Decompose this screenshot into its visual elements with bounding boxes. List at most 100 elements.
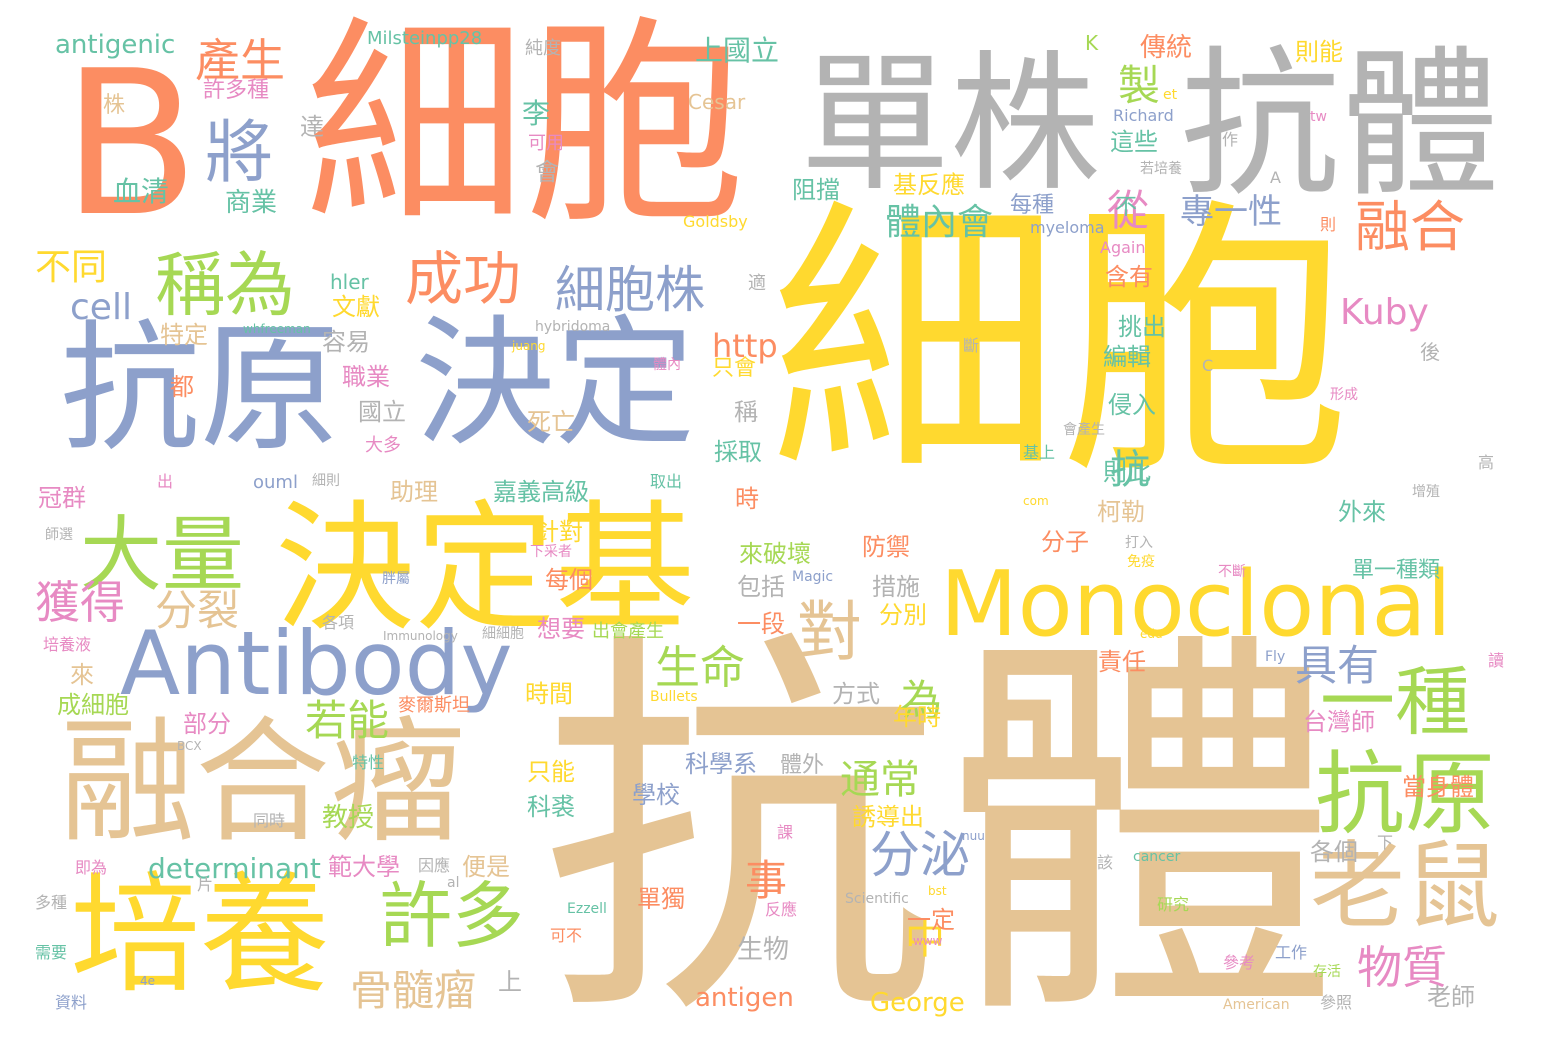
word-kang-yuan-blue: 抗原 xyxy=(60,308,341,471)
word-zhi-neng: 只能 xyxy=(527,758,575,786)
word-scientific: Scientific xyxy=(845,891,909,907)
word-te-xing: 特性 xyxy=(352,753,385,772)
word-zhuan-yi-xing: 專一性 xyxy=(1180,192,1282,232)
word-zeng-zhi: 增殖 xyxy=(1412,484,1440,500)
word-a: A xyxy=(1270,168,1281,187)
word-jiang: 將 xyxy=(205,114,274,193)
word-gu-sui-liu: 骨髓瘤 xyxy=(350,966,477,1015)
word-zi-liao: 資料 xyxy=(55,993,88,1012)
word-shang: 上 xyxy=(498,968,522,996)
word-hybridoma: hybridoma xyxy=(535,319,611,335)
word-zhen-dui: 針對 xyxy=(535,518,583,546)
word-yi-ding: 一定 xyxy=(907,906,955,934)
word-fen-mi: 分泌 xyxy=(870,826,970,884)
word-hui-chan-sheng: 會產生 xyxy=(1063,422,1105,438)
word-qin-ru: 侵入 xyxy=(1108,391,1156,419)
word-gai: 該 xyxy=(1097,853,1114,872)
word-lao-shi: 老師 xyxy=(1427,983,1475,1011)
word-zhi: 製 xyxy=(1118,61,1161,110)
word-ti-nei: 體內 xyxy=(653,357,681,373)
word-da-duo: 大多 xyxy=(365,435,401,456)
word-wu-zhi: 物質 xyxy=(1357,941,1448,994)
word-xu-duo: 許多 xyxy=(380,874,525,958)
word-cong: 從 xyxy=(1107,186,1150,235)
word-bcx: BCX xyxy=(177,739,202,753)
word-duan: 斷 xyxy=(963,336,980,355)
word-guan-qun: 冠群 xyxy=(38,484,86,512)
word-www: www xyxy=(913,934,943,948)
word-xu-yao: 需要 xyxy=(35,943,68,962)
word-cancer: cancer xyxy=(1133,849,1181,865)
word-al: al xyxy=(447,875,460,891)
word-ezzell: Ezzell xyxy=(567,901,607,917)
word-mei-ge: 每個 xyxy=(545,566,593,594)
word-gao: 高 xyxy=(1478,453,1495,472)
word-can-zhao: 參照 xyxy=(1320,993,1353,1012)
word-zhu-li: 助理 xyxy=(390,478,438,506)
word-4e: 4e xyxy=(140,974,156,988)
word-cheng-wei: 稱為 xyxy=(155,244,295,326)
word-ke-xue-xi: 科學系 xyxy=(685,750,757,778)
word-ti-wai: 體外 xyxy=(780,753,825,778)
word-zhong: 中 xyxy=(905,917,945,963)
word-pei-yang: 培養 xyxy=(70,859,331,1011)
word-ji-fan-ying: 基反應 xyxy=(893,171,965,199)
word-goldsby: Goldsby xyxy=(683,212,748,231)
word-tong-shi: 同時 xyxy=(253,811,286,830)
word-tai-wan-shi: 台灣師 xyxy=(1303,708,1375,736)
word-shi-time: 時 xyxy=(735,485,759,513)
word-you-dao-chu: 誘導出 xyxy=(852,803,924,831)
word-edu: edu xyxy=(1140,627,1163,641)
word-bu-duan: 不斷 xyxy=(1218,564,1246,580)
word-dan-yi-zhong-lei: 單一種類 xyxy=(1352,558,1441,583)
word-jia-yi-gao-ji: 嘉義高級 xyxy=(493,478,589,506)
word-ji-shang: 基上 xyxy=(1023,443,1056,462)
word-fen-bie: 分別 xyxy=(879,601,927,629)
word-ze-neng: 則能 xyxy=(1295,38,1343,66)
word-xue-xiao: 學校 xyxy=(632,781,680,809)
word-shi-xuan: 師選 xyxy=(45,527,73,543)
word-kuby: Kuby xyxy=(1340,292,1429,333)
word-ze-ci: 則此 xyxy=(1103,458,1151,486)
word-cai-qu: 採取 xyxy=(714,438,762,466)
word-shi-fit: 適 xyxy=(748,273,766,294)
word-da-liang: 大量 xyxy=(80,508,245,603)
word-ouml: ouml xyxy=(253,472,298,493)
word-huo-de: 獲得 xyxy=(35,576,126,629)
word-chu-hui-chan-sheng: 出會產生 xyxy=(592,621,664,642)
word-kang-ti-gray: 抗體 xyxy=(1180,31,1501,218)
word-american: American xyxy=(1223,997,1290,1013)
word-shi-jian: 時間 xyxy=(525,680,573,708)
word-hler: hler xyxy=(330,270,369,294)
word-xi-bao-zhu: 細胞株 xyxy=(555,261,705,319)
word-determinant: determinant xyxy=(148,852,321,885)
word-fen-zi: 分子 xyxy=(1041,528,1089,556)
word-ke-yong: 可用 xyxy=(528,133,564,154)
word-ke-bu: 可不 xyxy=(550,926,583,945)
word-ju-you: 具有 xyxy=(1295,641,1380,690)
word-magic: Magic xyxy=(792,569,834,585)
word-kang: 抗 xyxy=(1110,447,1150,493)
word-cheng: 稱 xyxy=(734,398,758,426)
word-shang-ye: 商業 xyxy=(225,188,278,218)
word-juang: juang xyxy=(512,339,546,353)
word-du: 讀 xyxy=(1488,651,1505,670)
word-yi-duan: 一段 xyxy=(737,610,785,638)
word-tw: tw xyxy=(1310,109,1327,125)
word-dan-du: 單獨 xyxy=(637,885,685,913)
word-bullets: Bullets xyxy=(650,689,698,705)
word-yan-jiu: 研究 xyxy=(1157,895,1190,914)
word-lao-shu: 老鼠 xyxy=(1310,832,1501,942)
word-rong-he-liu: 融合瘤 xyxy=(60,704,465,861)
word-da: 達 xyxy=(300,113,324,141)
word-nuu: nuu xyxy=(962,829,985,843)
word-sheng-wu: 生物 xyxy=(737,935,790,965)
word-xing-cheng: 形成 xyxy=(1330,387,1358,403)
word-yin-ying: 因應 xyxy=(418,856,451,875)
word-duo-zhong: 多種 xyxy=(35,893,68,912)
word-cesar: Cesar xyxy=(688,90,746,114)
word-cell: cell xyxy=(70,287,132,328)
word-xu-duo-zhong: 許多種 xyxy=(203,78,270,103)
word-zuo: 作 xyxy=(1222,130,1239,149)
word-george: George xyxy=(870,988,965,1018)
